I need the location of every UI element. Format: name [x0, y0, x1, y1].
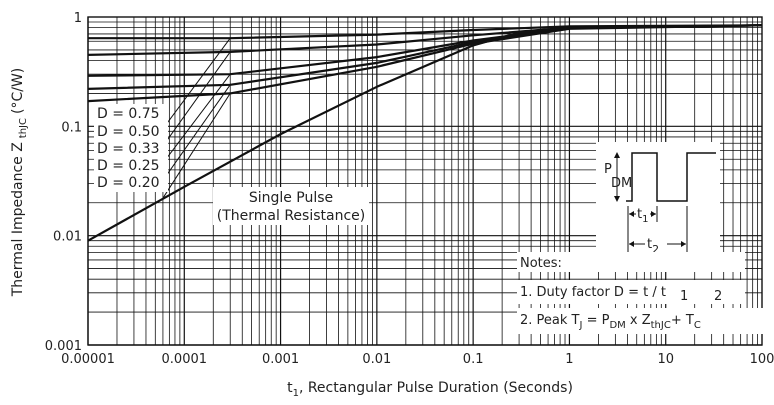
- t2-arrow-right: [681, 241, 686, 247]
- pdm-label: P: [604, 162, 612, 177]
- x-tick-label: 0.1: [463, 352, 484, 367]
- series-layer: [87, 24, 763, 242]
- leader-line-4: [162, 93, 231, 199]
- notes-title-bg: [517, 252, 745, 272]
- notes-line2-bg: [517, 308, 765, 334]
- single-pulse-label-line1: Single Pulse: [249, 190, 333, 206]
- notes-line1: 1. Duty factor D = t / t: [520, 285, 666, 300]
- t1-label: t1: [637, 207, 648, 225]
- t1-label-bg: [636, 206, 650, 222]
- x-tick-label: 0.001: [262, 352, 299, 367]
- x-tick-label: 0.00001: [61, 352, 115, 367]
- label-d-050: D = 0.50: [97, 124, 160, 140]
- pulse-waveform-inset: P DM t1 t2: [596, 142, 720, 266]
- pdm-sub-label: DM: [611, 176, 632, 191]
- notes-title: Notes:: [520, 256, 562, 271]
- x-tick-label: 10: [657, 352, 674, 367]
- y-tick-label: 0.1: [61, 120, 82, 135]
- notes-line1-sub2: 2: [714, 289, 722, 304]
- x-tick-label: 100: [750, 352, 774, 367]
- single-pulse-label-line2: (Thermal Resistance): [217, 208, 365, 224]
- label-d-025: D = 0.25: [97, 158, 160, 174]
- plot-frame: [87, 16, 763, 346]
- pulse-waveform: [626, 152, 716, 202]
- t2-label: t2: [647, 237, 659, 256]
- pdm-arrow-up: [614, 152, 620, 158]
- notes-line2: 2. Peak TJ = PDM x ZthJC+ TC: [520, 313, 701, 331]
- notes-block: Notes: 1. Duty factor D = t / t 1 2 2. P…: [517, 252, 765, 334]
- notes-line1-bg: [517, 280, 745, 304]
- single-pulse-label-bg: [213, 187, 369, 225]
- t1-arrow-right: [651, 211, 656, 217]
- leader-line-0: [162, 37, 231, 130]
- label-d-020: D = 0.20: [97, 175, 160, 191]
- pdm-arrow-down: [614, 196, 620, 202]
- label-d-075: D = 0.75: [97, 106, 160, 122]
- duty-labels-bg: [94, 104, 168, 192]
- y-tick-label: 0.01: [53, 230, 82, 245]
- t1-arrow-left: [629, 211, 634, 217]
- x-tick-label: 1: [565, 352, 573, 367]
- grid-lines: [87, 16, 763, 346]
- x-tick-label: 0.0001: [162, 352, 208, 367]
- label-d-033: D = 0.33: [97, 141, 160, 157]
- leader-line-3: [162, 84, 231, 181]
- y-axis-title: Thermal Impedance ZthJC(°C/W): [10, 68, 29, 298]
- single-pulse-label: Single Pulse (Thermal Resistance): [213, 187, 369, 225]
- t2-arrow-left: [629, 241, 634, 247]
- series-line-5: [87, 24, 763, 242]
- leader-line-2: [162, 73, 231, 164]
- notes-line1-sub1: 1: [680, 289, 688, 304]
- x-axis-title: t1, Rectangular Pulse Duration (Seconds): [287, 380, 573, 399]
- t2-label-bg: [645, 235, 667, 255]
- y-tick-label: 1: [74, 11, 82, 26]
- tick-labels: 0.00001 0.0001 0.001 0.01 0.1 1 10 100 1 0.1 0.01 0…: [45, 11, 774, 367]
- duty-labels: D = 0.75 D = 0.50 D = 0.33 D = 0.25 D = …: [94, 104, 168, 192]
- leader-line-1: [162, 51, 231, 147]
- x-tick-label: 0.01: [362, 352, 391, 367]
- y-tick-label: 0.001: [45, 339, 82, 354]
